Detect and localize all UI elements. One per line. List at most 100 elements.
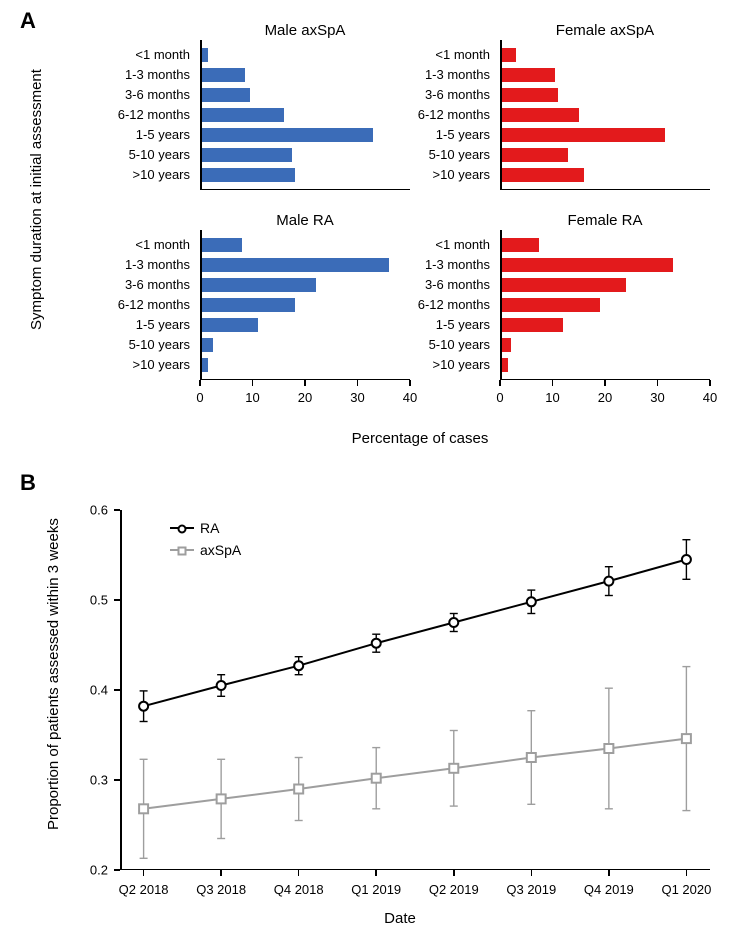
- panel-letter-a: A: [20, 8, 36, 34]
- category-label: 6-12 months: [118, 107, 190, 122]
- category-label: 5-10 years: [429, 147, 490, 162]
- bar: [500, 128, 665, 142]
- subplot-plot: [500, 230, 710, 380]
- category-label: 1-5 years: [136, 127, 190, 142]
- x-tick: [604, 380, 606, 386]
- x-tick-label: 0: [496, 390, 503, 405]
- panel-letter-b: B: [20, 470, 36, 496]
- x-tick-label: Q4 2018: [274, 882, 324, 897]
- x-tick-label: Q3 2018: [196, 882, 246, 897]
- series-marker: [449, 764, 458, 773]
- panel-a-x-axis-title: Percentage of cases: [260, 430, 580, 447]
- x-tick: [531, 870, 533, 876]
- x-tick-label: Q4 2019: [584, 882, 634, 897]
- x-tick: [709, 380, 711, 386]
- y-tick-label: 0.5: [90, 593, 108, 608]
- category-label: 1-3 months: [425, 67, 490, 82]
- category-label: 6-12 months: [418, 297, 490, 312]
- bar: [500, 68, 555, 82]
- bar: [200, 338, 213, 352]
- panel-b-svg: [120, 510, 710, 870]
- bar: [200, 108, 284, 122]
- bar: [200, 258, 389, 272]
- category-label: 1-3 months: [125, 257, 190, 272]
- x-tick-label: Q1 2019: [351, 882, 401, 897]
- bar: [500, 238, 539, 252]
- y-axis-line: [200, 40, 202, 190]
- x-tick: [552, 380, 554, 386]
- bar: [500, 168, 584, 182]
- bar: [500, 338, 511, 352]
- category-label: <1 month: [435, 47, 490, 62]
- x-tick: [298, 870, 300, 876]
- legend-label: axSpA: [200, 542, 241, 558]
- category-label: 3-6 months: [425, 277, 490, 292]
- x-tick: [304, 380, 306, 386]
- category-label: 5-10 years: [129, 337, 190, 352]
- series-marker: [139, 804, 148, 813]
- category-label: 5-10 years: [429, 337, 490, 352]
- subplot-plot: [500, 40, 710, 190]
- x-tick-label: 40: [703, 390, 717, 405]
- subplot-plot: [200, 230, 410, 380]
- category-label: >10 years: [433, 357, 490, 372]
- x-tick-label: 20: [598, 390, 612, 405]
- bar: [500, 298, 600, 312]
- bar: [200, 148, 292, 162]
- y-tick: [114, 509, 120, 511]
- subplot-title: Female axSpA: [500, 22, 710, 39]
- series-marker: [217, 681, 226, 690]
- bar: [500, 48, 516, 62]
- bar: [500, 258, 673, 272]
- bar: [200, 238, 242, 252]
- figure-root: A Symptom duration at initial assessment…: [0, 0, 740, 945]
- series-marker: [372, 774, 381, 783]
- category-label: <1 month: [435, 237, 490, 252]
- category-label: 3-6 months: [125, 87, 190, 102]
- x-tick: [357, 380, 359, 386]
- x-tick-label: 40: [403, 390, 417, 405]
- x-axis-line: [500, 189, 710, 191]
- bar: [500, 88, 558, 102]
- x-tick: [252, 380, 254, 386]
- series-marker: [682, 555, 691, 564]
- panel-a-y-axis-title: Symptom duration at initial assessment: [28, 69, 45, 330]
- bar: [500, 318, 563, 332]
- category-label: 1-5 years: [436, 127, 490, 142]
- x-tick-label: Q3 2019: [506, 882, 556, 897]
- panel-b-y-axis-title: Proportion of patients assessed within 3…: [45, 518, 62, 830]
- bar: [500, 108, 579, 122]
- y-tick: [114, 689, 120, 691]
- bar: [200, 278, 316, 292]
- bar: [200, 128, 373, 142]
- category-label: 1-5 years: [436, 317, 490, 332]
- subplot-title: Male RA: [200, 212, 410, 229]
- x-tick: [608, 870, 610, 876]
- legend-item: axSpA: [170, 542, 241, 558]
- bar: [200, 298, 295, 312]
- legend-item: RA: [170, 520, 219, 536]
- x-axis-line: [200, 189, 410, 191]
- category-label: 3-6 months: [425, 87, 490, 102]
- x-tick: [453, 870, 455, 876]
- category-label: <1 month: [135, 237, 190, 252]
- bar: [200, 168, 295, 182]
- y-tick-label: 0.4: [90, 683, 108, 698]
- y-tick: [114, 869, 120, 871]
- bar: [200, 68, 245, 82]
- x-tick-label: 10: [545, 390, 559, 405]
- category-label: >10 years: [433, 167, 490, 182]
- panel-b-plot-area: [120, 510, 710, 870]
- legend-label: RA: [200, 520, 219, 536]
- x-tick-label: Q1 2020: [661, 882, 711, 897]
- x-tick: [409, 380, 411, 386]
- bar: [200, 318, 258, 332]
- x-tick-label: 30: [350, 390, 364, 405]
- y-axis-line: [200, 230, 202, 380]
- bar: [500, 148, 568, 162]
- x-tick: [499, 380, 501, 386]
- y-tick-label: 0.6: [90, 503, 108, 518]
- x-tick: [199, 380, 201, 386]
- series-marker: [604, 744, 613, 753]
- x-tick: [220, 870, 222, 876]
